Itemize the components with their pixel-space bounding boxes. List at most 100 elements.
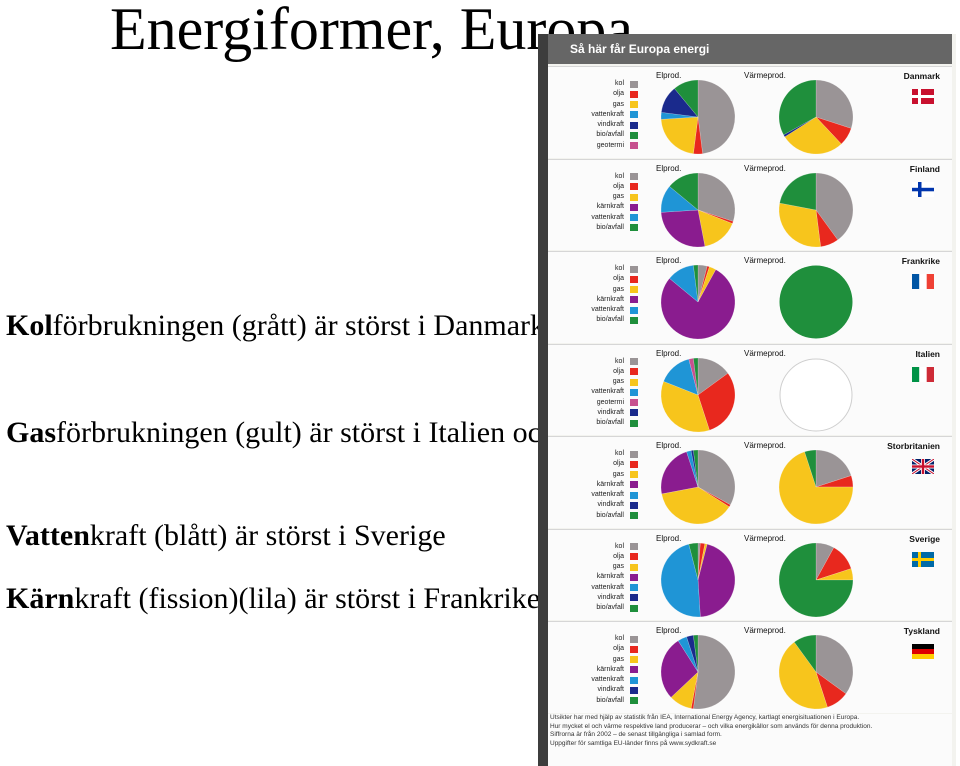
legend-item: kärnkraft — [578, 665, 638, 675]
legend-swatch — [630, 697, 638, 705]
varmeprod-label: Värmeprod. — [744, 163, 786, 173]
legend-swatch — [630, 80, 638, 88]
legend-item: kol — [578, 357, 638, 367]
pie-slice-vattenkraft — [686, 450, 699, 488]
legend-label: bio/avfall — [596, 419, 624, 427]
varmeprod-pie — [778, 634, 854, 710]
legend-item: kol — [578, 542, 638, 552]
pie-slice-gas — [815, 567, 854, 580]
legend-label: gas — [612, 470, 624, 478]
pie-slice-gas — [660, 380, 710, 432]
legend-label: olja — [613, 367, 624, 375]
elprod-label: Elprod. — [656, 441, 682, 450]
bullet-karnkraft: Kärnkraft (fission)(lila) är störst i Fr… — [6, 580, 540, 617]
legend-label: gas — [612, 193, 624, 201]
legend-label: gas — [612, 100, 624, 108]
pie-slice-vattenkraft — [660, 112, 699, 120]
pie-slice-vattenkraft — [677, 636, 699, 673]
legend-label: vattenkraft — [591, 583, 624, 591]
country-row-danmark: kol olja gas vattenkraft vindkraft bio/avfall… — [548, 66, 952, 158]
legend-item: vattenkraft — [578, 110, 638, 120]
legend-swatch — [630, 563, 638, 571]
legend-item: gas — [578, 562, 638, 572]
flag-italien — [912, 366, 934, 382]
legend-item: gas — [578, 285, 638, 295]
legend-label: gas — [612, 655, 624, 663]
varmeprod-label: Värmeprod. — [744, 71, 786, 80]
legend-swatch — [630, 573, 638, 581]
legend-item: gas — [578, 377, 638, 387]
pie-slice-vattenkraft — [660, 543, 701, 617]
legend-swatch — [630, 224, 638, 232]
legend-label: vattenkraft — [591, 306, 624, 314]
pie-slice-kol — [815, 172, 854, 240]
legend-swatch — [630, 686, 638, 694]
legend-label: kol — [615, 635, 624, 642]
bullet-bold: Kol — [6, 309, 53, 342]
legend-swatch — [630, 306, 638, 314]
poster-edge — [538, 34, 548, 766]
elprod-label: Elprod. — [656, 256, 682, 265]
legend-item: olja — [578, 644, 638, 654]
legend-label: bio/avfall — [596, 131, 624, 139]
country-name: Danmark — [903, 71, 940, 81]
country-row-italien: kol olja gas vattenkraft geotermi vindkraft bi… — [548, 343, 952, 435]
pie-slice-bio-avfall — [779, 265, 853, 339]
pie-slice-olja — [697, 209, 734, 224]
pie-slice-olja — [815, 546, 852, 580]
country-row-storbritanien: kol olja gas kärnkraft vattenkraft vindkraft b… — [548, 436, 952, 528]
elprod-label: Elprod. — [656, 533, 682, 543]
elprod-pie — [660, 264, 736, 340]
varmeprod-label: Värmeprod. — [744, 348, 786, 358]
legend-label: olja — [613, 275, 624, 283]
legend-swatch — [630, 296, 638, 304]
pie-slice-gas — [660, 116, 699, 154]
legend-item: olja — [578, 89, 638, 99]
pie-slice-gas — [661, 486, 730, 525]
legend-item: vindkraft — [578, 500, 638, 510]
legend-item: kärnkraft — [578, 572, 638, 582]
legend-item: kol — [578, 172, 638, 182]
pie-slice-olja — [815, 209, 839, 247]
legend-item: vattenkraft — [578, 387, 638, 397]
legend-swatch — [630, 142, 638, 150]
legend-swatch — [630, 645, 638, 653]
legend-label: olja — [613, 90, 624, 98]
legend-item: kol — [578, 264, 638, 274]
country-row-frankrike: kol olja gas kärnkraft vattenkraft bio/avfall… — [548, 251, 952, 343]
legend-item: bio/avfall — [578, 603, 638, 613]
pie-slice-vindkraft — [686, 635, 699, 673]
legend-label: vindkraft — [597, 593, 624, 601]
legend-swatch — [630, 358, 638, 365]
legend: kol olja gas kärnkraft vattenkraft vindkraft b… — [578, 542, 638, 614]
pie-slice-vattenkraft — [669, 265, 699, 303]
footer-line: Hur mycket el och värme respektive land … — [550, 722, 873, 730]
legend-swatch — [630, 203, 638, 211]
pie-slice-kol — [815, 634, 854, 695]
legend-swatch — [630, 450, 638, 458]
legend-item: kärnkraft — [578, 202, 638, 212]
pie-slice-gas — [670, 671, 699, 709]
legend-label: bio/avfall — [596, 511, 624, 519]
pie-slice-kol — [697, 172, 736, 222]
legend-item: bio/avfall — [578, 130, 638, 140]
legend: kol olja gas kärnkraft vattenkraft bio/avfall — [578, 264, 638, 326]
flag-finland — [912, 181, 934, 197]
pie-slice-vattenkraft — [660, 185, 699, 213]
legend-swatch — [630, 604, 638, 612]
varmeprod-label: Värmeprod. — [744, 626, 786, 635]
legend-item: bio/avfall — [578, 418, 638, 428]
footer-line: Uppgifter för samtliga EU-länder finns p… — [550, 739, 717, 747]
legend-item: geotermi — [578, 398, 638, 408]
legend-item: kol — [578, 79, 638, 89]
pie-slice-bio-avfall — [693, 634, 699, 673]
flag-storbritanien — [912, 459, 934, 474]
legend-label: kärnkraft — [596, 480, 624, 488]
legend-label: kärnkraft — [596, 203, 624, 211]
legend-swatch — [630, 378, 638, 386]
bullet-text: kraft (blått) är störst i Sverige — [89, 519, 446, 552]
elprod-pie — [660, 172, 736, 247]
pie-slice-bio-avfall — [779, 172, 817, 210]
pie-slice-bio-avfall — [804, 449, 817, 488]
legend-label: kol — [615, 80, 624, 87]
